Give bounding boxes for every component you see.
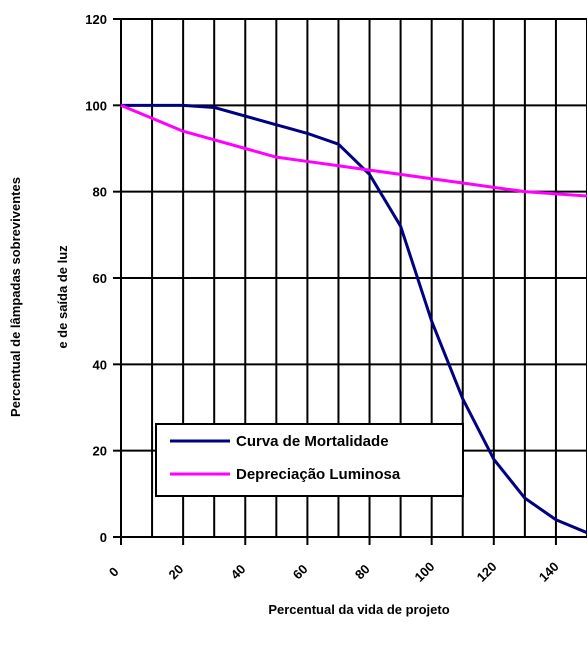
y-axis-title-line-1: Percentual de lâmpadas sobreviventes <box>8 177 23 417</box>
series-line-depreciacao <box>120 103 587 198</box>
legend-box <box>155 423 464 497</box>
x-tick-label: 80 <box>352 561 373 582</box>
legend-label-depreciacao: Depreciação Luminosa <box>236 466 401 483</box>
x-axis-title: Percentual da vida de projeto <box>268 602 449 617</box>
y-tick-label: 40 <box>93 357 107 372</box>
y-tick-label: 60 <box>93 271 107 286</box>
legend-label-mortalidade: Curva de Mortalidade <box>236 433 389 450</box>
y-tick-labels: 0 20 40 60 80 100 120 <box>85 12 107 545</box>
series-lines <box>120 103 587 535</box>
x-tick-label: 100 <box>412 559 438 585</box>
y-axis-title-line-2: e de saída de luz <box>55 245 70 349</box>
y-tick-label: 80 <box>93 185 107 200</box>
series-line-mortalidade <box>121 103 587 535</box>
x-tick-label: 0 <box>106 564 122 580</box>
y-tick-label: 20 <box>93 444 107 459</box>
y-tick-label: 0 <box>100 530 107 545</box>
legend: Curva de Mortalidade Depreciação Luminos… <box>155 423 464 497</box>
x-tick-label: 20 <box>166 561 187 582</box>
x-tick-label: 140 <box>536 559 562 585</box>
y-axis-title: Percentual de lâmpadas sobreviventes e d… <box>8 177 70 417</box>
x-tick-label: 120 <box>474 559 500 585</box>
x-tick-label: 60 <box>290 561 311 582</box>
x-tick-labels: 0 20 40 60 80 100 120 140 <box>106 559 562 585</box>
x-tick-label: 40 <box>228 561 249 582</box>
y-tick-label: 120 <box>85 12 107 27</box>
y-tick-label: 100 <box>85 98 107 113</box>
grid-lines <box>121 18 587 537</box>
